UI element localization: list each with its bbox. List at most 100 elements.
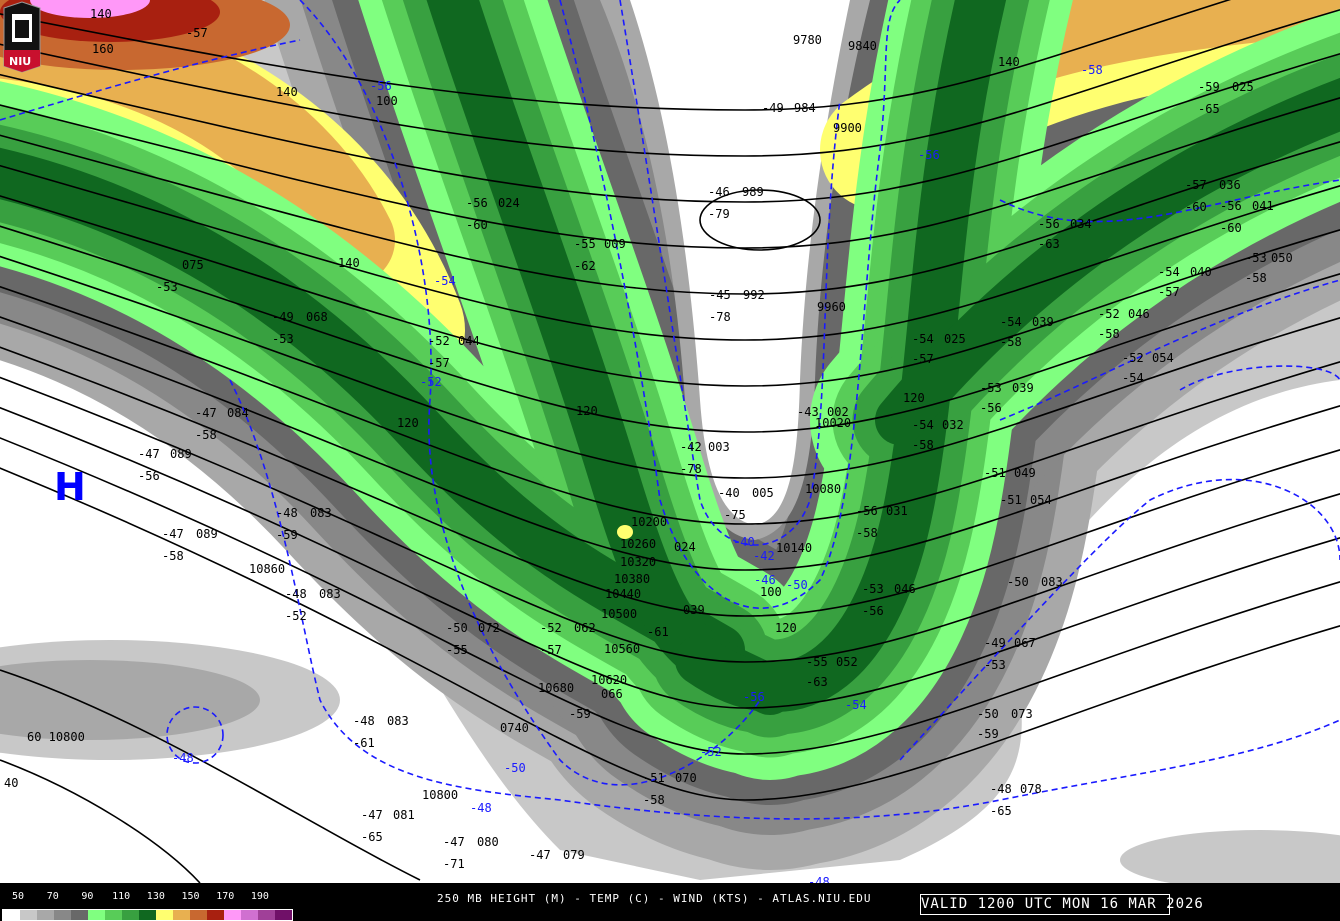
station-height: 066 — [601, 687, 623, 701]
height-contour — [0, 669, 421, 881]
station-temp: -52 — [1122, 351, 1144, 365]
station-plot: -47 084 -58 — [195, 406, 249, 442]
isotach-label: 120 — [397, 416, 419, 430]
legend-swatch — [207, 910, 224, 920]
height-label: 10440 — [605, 587, 641, 601]
station-height: 046 — [1128, 307, 1150, 321]
station-dewpoint: -58 — [1000, 335, 1022, 349]
station-height: 078 — [1020, 782, 1042, 796]
legend-label: 110 — [112, 891, 131, 902]
shade-region — [1120, 830, 1340, 883]
station-height: 025 — [1064, 109, 1086, 123]
station-plot: -56 024 -60 — [466, 196, 520, 232]
station-dewpoint: -58 — [912, 438, 934, 452]
map-title: 250 MB HEIGHT (M) - TEMP (C) - WIND (KTS… — [437, 892, 872, 905]
station-temp: -48 — [990, 782, 1012, 796]
station-temp: -46 — [708, 185, 730, 199]
station-dewpoint: -53 — [272, 332, 294, 346]
legend-label: 190 — [250, 891, 269, 902]
isotherm-labels: -56 -58 -56 -54 -52 -50 -48 -52 -40 -42 … — [172, 26, 1103, 883]
station-height: 002 — [827, 405, 849, 419]
station-dewpoint: -75 — [724, 508, 746, 522]
height-contour — [0, 225, 1340, 433]
station-height: 025 — [944, 332, 966, 346]
station-dewpoint: -53 — [984, 658, 1006, 672]
station-dewpoint: -57 — [1158, 285, 1180, 299]
height-contour — [0, 346, 1340, 617]
isotach-label: 140 — [338, 256, 360, 270]
station-plot: -52 062 -57 — [540, 621, 596, 657]
isotherm-label: -50 — [504, 761, 526, 775]
station-plot: -53 050 -58 — [1245, 251, 1293, 285]
weather-map: H 9780 9840 9900 9960 10020 10080 10140 … — [0, 0, 1340, 883]
station-plot: -49 984 — [762, 101, 816, 115]
station-temp: -45 — [709, 288, 731, 302]
station-height: 081 — [393, 808, 415, 822]
station-temp: -47 — [138, 447, 160, 461]
station-temp: -53 — [980, 381, 1002, 395]
high-pressure-marker: H — [54, 465, 86, 509]
isotherm-line — [619, 0, 841, 546]
isotherm-label: -54 — [845, 698, 867, 712]
station-dewpoint: -61 — [353, 736, 375, 750]
legend-swatch — [71, 910, 88, 920]
station-plot: -48 083 -61 — [353, 714, 409, 750]
station-plot: -56 041 -60 — [1220, 199, 1274, 235]
station-temp: -51 — [984, 466, 1006, 480]
shade-band — [875, 77, 1340, 445]
station-temp: -42 — [680, 440, 702, 454]
shade-region — [30, 0, 150, 18]
legend-swatch — [275, 910, 292, 920]
isotach-labels: 140 160 140 100 140 120 120 120 100 120 … — [90, 7, 1020, 635]
station-temp: -47 — [361, 808, 383, 822]
height-label: 9900 — [833, 121, 862, 135]
height-contour — [0, 134, 1340, 295]
station-temp: -47 — [443, 835, 465, 849]
station-temp: -52 — [1098, 307, 1120, 321]
shade-band — [675, 0, 1007, 713]
height-label: 10860 — [249, 562, 285, 576]
shade-region — [617, 525, 633, 539]
station-height: 046 — [894, 582, 916, 596]
station-dewpoint: -56 — [138, 469, 160, 483]
station-plot: -50 073 -59 — [977, 707, 1033, 741]
station-plot: -47 089 -58 — [162, 527, 218, 563]
station-dewpoint: -54 — [1122, 371, 1144, 385]
station-dewpoint: -59 — [276, 528, 298, 542]
legend-label: 170 — [216, 891, 235, 902]
station-height: 039 — [1032, 315, 1054, 329]
isotach-label: 140 — [276, 85, 298, 99]
height-labels: 9780 9840 9900 9960 10020 10080 10140 10… — [4, 33, 877, 802]
legend-swatch — [3, 910, 20, 920]
station-plot: -50 024 -59 — [674, 540, 696, 554]
station-temp: -56 — [856, 504, 878, 518]
legend-label: 130 — [146, 891, 165, 902]
station-dewpoint: -57 — [912, 352, 934, 366]
station-height: 984 — [794, 101, 816, 115]
station-dewpoint: -53 — [156, 280, 178, 294]
station-dewpoint: -71 — [443, 857, 465, 871]
station-height: 032 — [942, 418, 964, 432]
isotherm-label: -48 — [172, 751, 194, 765]
station-height: 062 — [574, 621, 596, 635]
station-plot: -48 083 -59 — [276, 506, 332, 542]
legend-label: 50 — [12, 891, 25, 902]
station-height: 083 — [1041, 575, 1063, 589]
station-plot: -47 080 -71 — [443, 835, 499, 871]
station-height: 036 — [1219, 178, 1241, 192]
isotherm-line — [0, 39, 301, 121]
station-dewpoint: -59 — [977, 727, 999, 741]
isotherms — [0, 0, 1340, 820]
height-contour — [699, 189, 821, 251]
isotherm-line — [299, 0, 761, 786]
station-plot: -51 054 — [1000, 493, 1052, 507]
station-plot: -47 079 — [529, 848, 585, 862]
station-dewpoint: -79 — [708, 207, 730, 221]
station-plot: -53 066 -59 — [569, 687, 623, 721]
station-dewpoint: -65 — [1198, 102, 1220, 116]
station-temp: -47 — [529, 848, 551, 862]
station-height: 050 — [1271, 251, 1293, 265]
station-height: 070 — [675, 771, 697, 785]
height-contour — [0, 0, 1232, 111]
isotach-label: 100 — [760, 585, 782, 599]
